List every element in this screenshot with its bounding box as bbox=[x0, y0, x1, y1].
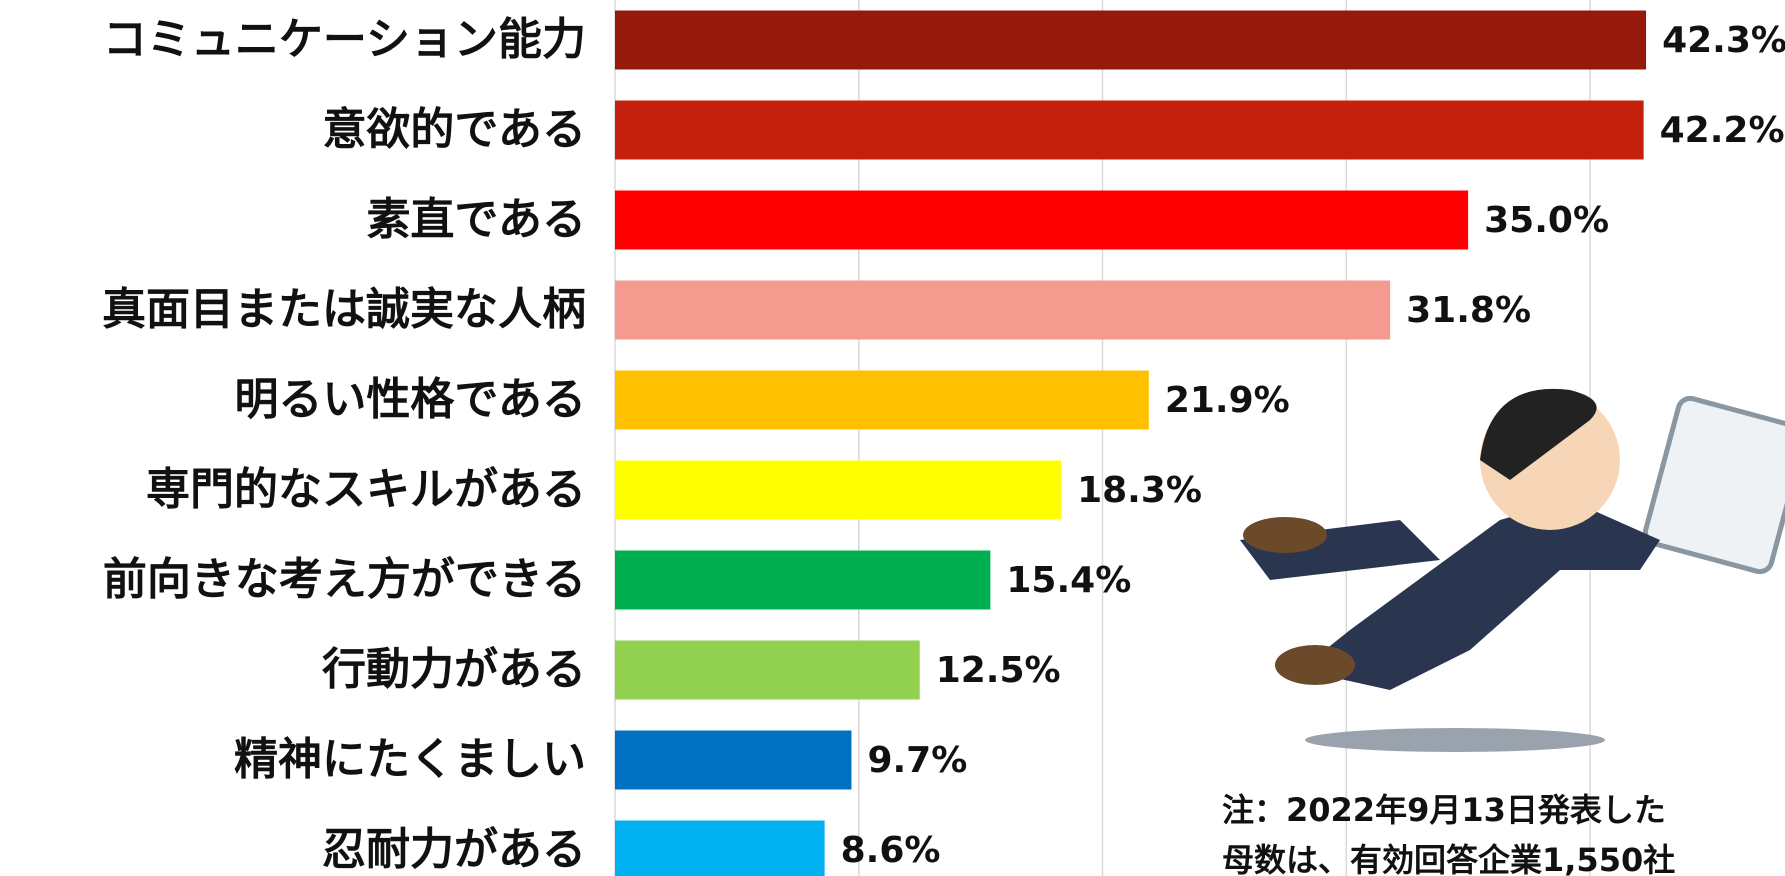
bar bbox=[615, 461, 1061, 520]
category-label: 前向きな考え方ができる bbox=[103, 554, 586, 605]
bar bbox=[615, 551, 990, 610]
shoe bbox=[1243, 517, 1327, 553]
value-label: 35.0% bbox=[1484, 200, 1609, 241]
category-label: コミュニケーション能力 bbox=[103, 14, 586, 65]
category-label: 意欲的である bbox=[322, 104, 586, 155]
shoe bbox=[1275, 645, 1355, 685]
bar bbox=[615, 731, 851, 790]
category-label: 行動力がある bbox=[322, 644, 586, 695]
bar bbox=[615, 101, 1644, 160]
bar bbox=[615, 821, 825, 876]
bar bbox=[615, 641, 920, 700]
value-label: 15.4% bbox=[1006, 560, 1131, 601]
illustration bbox=[1240, 389, 1785, 752]
value-label: 42.3% bbox=[1662, 20, 1785, 61]
category-label: 明るい性格である bbox=[234, 374, 586, 425]
value-label: 9.7% bbox=[867, 740, 967, 781]
shadow bbox=[1305, 728, 1605, 752]
bar bbox=[615, 11, 1646, 70]
value-label: 8.6% bbox=[841, 830, 941, 871]
category-label: 精神にたくましい bbox=[234, 734, 586, 785]
value-label: 12.5% bbox=[936, 650, 1061, 691]
category-label: 専門的なスキルがある bbox=[146, 464, 586, 515]
note: 注：2022年9月13日発表した bbox=[1222, 791, 1666, 829]
category-label: 真面目または誠実な人柄 bbox=[102, 284, 586, 335]
category-label: 素直である bbox=[366, 194, 586, 245]
value-label: 42.2% bbox=[1660, 110, 1785, 151]
chart: 42.3% 42.2% 35.0% 31.8% 21.9% 18.3% 15.4% 12.5%… bbox=[0, 0, 1785, 876]
value-label: 31.8% bbox=[1406, 290, 1531, 331]
value-label: 21.9% bbox=[1165, 380, 1290, 421]
bar bbox=[615, 191, 1468, 250]
paper bbox=[1643, 396, 1785, 575]
category-label: 忍耐力がある bbox=[322, 824, 586, 875]
bar bbox=[615, 371, 1149, 430]
page: 42.3% 42.2% 35.0% 31.8% 21.9% 18.3% 15.4% 12.5%… bbox=[0, 0, 1785, 876]
value-label: 18.3% bbox=[1077, 470, 1202, 511]
bar bbox=[615, 281, 1390, 340]
note: 母数は、有効回答企業1,550社 bbox=[1222, 841, 1675, 876]
